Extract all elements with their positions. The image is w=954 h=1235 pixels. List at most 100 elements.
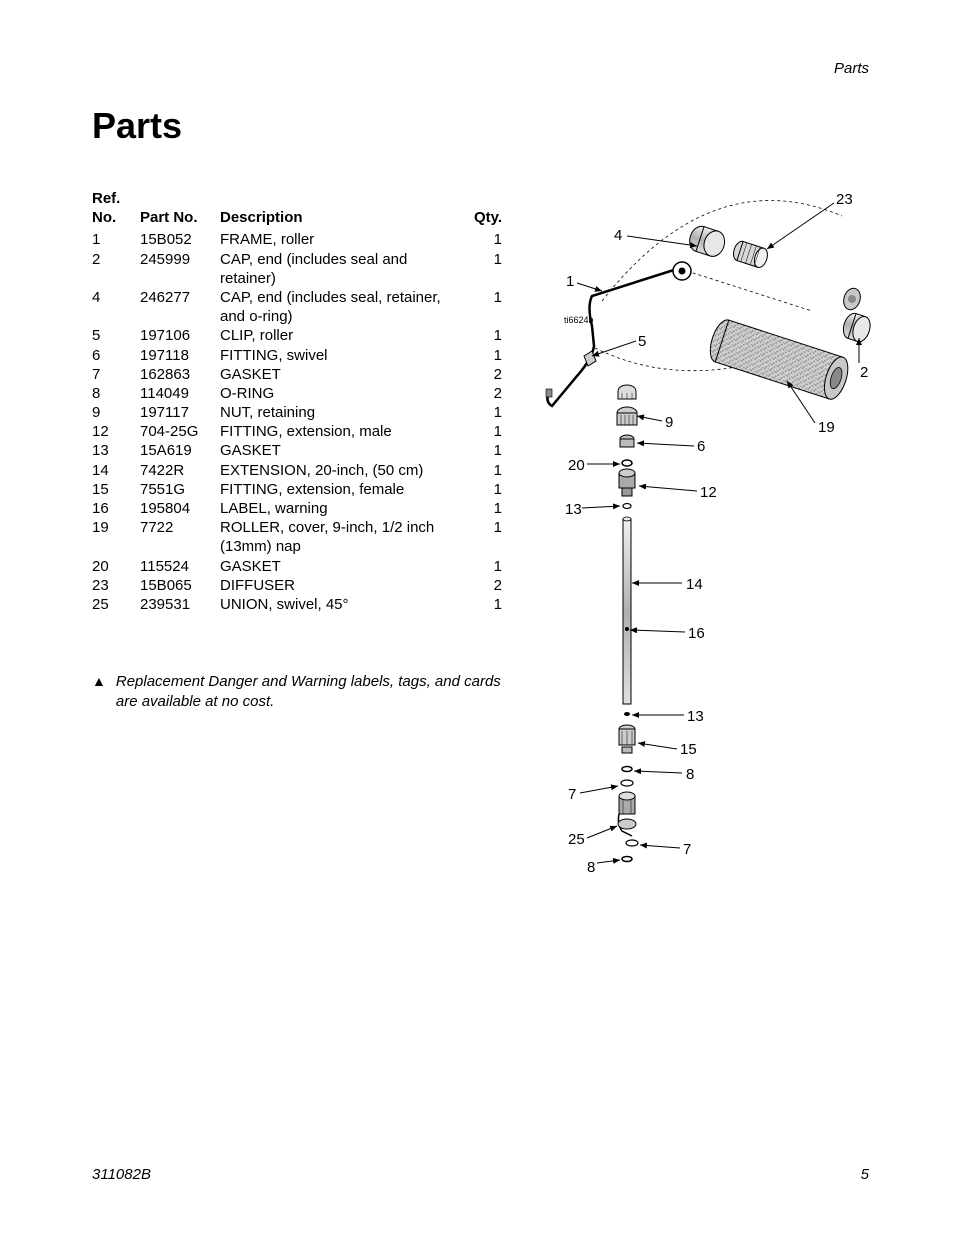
diagram-callout: 23 <box>836 191 853 208</box>
table-row: 12704-25GFITTING, extension, male1 <box>92 422 502 441</box>
cell-qty: 1 <box>462 326 502 345</box>
cell-part-no: 704-25G <box>140 422 220 441</box>
diagram-callout: 7 <box>683 841 691 858</box>
cell-ref: 5 <box>92 326 140 345</box>
cell-ref: 25 <box>92 595 140 614</box>
table-row: 7162863GASKET2 <box>92 365 502 384</box>
cell-part-no: 15A619 <box>140 441 220 460</box>
cell-part-no: 7422R <box>140 461 220 480</box>
header-section-label: Parts <box>834 60 869 77</box>
diagram-callout: 20 <box>568 457 585 474</box>
table-row: 1315A619GASKET1 <box>92 441 502 460</box>
cell-qty: 1 <box>462 230 502 249</box>
cell-description: UNION, swivel, 45° <box>220 595 462 614</box>
header-ref-line2: No. <box>92 208 140 227</box>
cell-description: O-RING <box>220 384 462 403</box>
cell-description: NUT, retaining <box>220 403 462 422</box>
page-title: Parts <box>92 105 869 147</box>
table-row: 157551GFITTING, extension, female1 <box>92 480 502 499</box>
diagram-callout: 13 <box>565 501 582 518</box>
header-description: Description <box>220 208 462 227</box>
diagram-callout: 8 <box>686 766 694 783</box>
cell-description: GASKET <box>220 557 462 576</box>
cell-ref: 4 <box>92 288 140 326</box>
diagram-callout: 19 <box>818 419 835 436</box>
cell-ref: 20 <box>92 557 140 576</box>
parts-table: Ref. No. Part No. Description Qty. 115B0… <box>92 189 502 614</box>
cell-ref: 15 <box>92 480 140 499</box>
cell-description: ROLLER, cover, 9-inch, 1/2 inch (13mm) n… <box>220 518 462 556</box>
table-row: 20115524GASKET1 <box>92 557 502 576</box>
diagram-callout: 16 <box>688 625 705 642</box>
cell-qty: 1 <box>462 288 502 326</box>
cell-part-no: 7551G <box>140 480 220 499</box>
table-row: 9197117NUT, retaining1 <box>92 403 502 422</box>
replacement-note: ▲ Replacement Danger and Warning labels,… <box>92 672 502 711</box>
diagram-callout: 4 <box>614 227 622 244</box>
cell-ref: 2 <box>92 250 140 288</box>
header-qty: Qty. <box>462 208 502 227</box>
cell-qty: 1 <box>462 250 502 288</box>
cell-qty: 1 <box>462 557 502 576</box>
cell-qty: 1 <box>462 499 502 518</box>
cell-part-no: 114049 <box>140 384 220 403</box>
diagram-callout: 2 <box>860 364 868 381</box>
cell-ref: 19 <box>92 518 140 556</box>
warning-triangle-icon: ▲ <box>92 672 106 711</box>
cell-qty: 2 <box>462 365 502 384</box>
cell-part-no: 15B065 <box>140 576 220 595</box>
table-row: 8114049O-RING2 <box>92 384 502 403</box>
cell-description: FITTING, swivel <box>220 346 462 365</box>
cell-description: DIFFUSER <box>220 576 462 595</box>
table-row: 4246277CAP, end (includes seal, retainer… <box>92 288 502 326</box>
cell-description: CAP, end (includes seal and retainer) <box>220 250 462 288</box>
diagram-callout: 7 <box>568 786 576 803</box>
table-row: 2245999CAP, end (includes seal and retai… <box>92 250 502 288</box>
cell-qty: 1 <box>462 441 502 460</box>
cell-ref: 12 <box>92 422 140 441</box>
cell-qty: 1 <box>462 346 502 365</box>
cell-description: CLIP, roller <box>220 326 462 345</box>
footer-doc-number: 311082B <box>92 1166 151 1183</box>
cell-description: LABEL, warning <box>220 499 462 518</box>
table-row: 25239531UNION, swivel, 45°1 <box>92 595 502 614</box>
cell-description: GASKET <box>220 365 462 384</box>
diagram-callout: 15 <box>680 741 697 758</box>
parts-diagram: ti6624b <box>532 191 872 881</box>
cell-ref: 9 <box>92 403 140 422</box>
cell-ref: 23 <box>92 576 140 595</box>
diagram-callout: 14 <box>686 576 703 593</box>
cell-ref: 8 <box>92 384 140 403</box>
diagram-callout: 9 <box>665 414 673 431</box>
table-row: 197722ROLLER, cover, 9-inch, 1/2 inch (1… <box>92 518 502 556</box>
cell-description: FITTING, extension, female <box>220 480 462 499</box>
header-part: Part No. <box>140 208 220 227</box>
cell-qty: 2 <box>462 576 502 595</box>
cell-part-no: 197117 <box>140 403 220 422</box>
diagram-callout: 6 <box>697 438 705 455</box>
cell-part-no: 115524 <box>140 557 220 576</box>
header-ref-line1: Ref. <box>92 189 140 208</box>
cell-part-no: 245999 <box>140 250 220 288</box>
diagram-callout: 25 <box>568 831 585 848</box>
cell-part-no: 239531 <box>140 595 220 614</box>
table-row: 2315B065DIFFUSER2 <box>92 576 502 595</box>
cell-qty: 1 <box>462 480 502 499</box>
exploded-diagram-svg <box>532 191 872 881</box>
diagram-callout: 12 <box>700 484 717 501</box>
diagram-callout: 1 <box>566 273 574 290</box>
footer-page-number: 5 <box>861 1166 869 1183</box>
diagram-callout: 13 <box>687 708 704 725</box>
cell-description: EXTENSION, 20-inch, (50 cm) <box>220 461 462 480</box>
cell-qty: 1 <box>462 518 502 556</box>
table-row: 5197106CLIP, roller1 <box>92 326 502 345</box>
cell-part-no: 195804 <box>140 499 220 518</box>
cell-qty: 2 <box>462 384 502 403</box>
table-row: 115B052FRAME, roller1 <box>92 230 502 249</box>
cell-ref: 13 <box>92 441 140 460</box>
diagram-callout: 8 <box>587 859 595 876</box>
cell-ref: 16 <box>92 499 140 518</box>
cell-ref: 6 <box>92 346 140 365</box>
cell-ref: 1 <box>92 230 140 249</box>
cell-part-no: 15B052 <box>140 230 220 249</box>
